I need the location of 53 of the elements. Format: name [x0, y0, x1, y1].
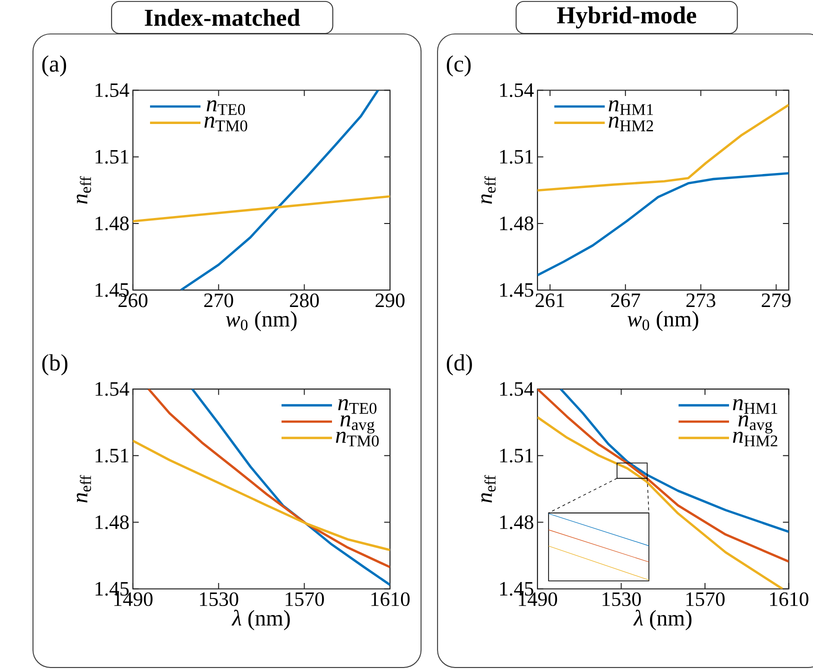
y-tick-label: 1.51: [96, 448, 128, 462]
x-tick-label: 273: [686, 293, 716, 307]
x-tick-label: 270: [204, 293, 234, 308]
legend-label: n$_{HM1}$: [608, 100, 653, 115]
legend-label: n$_{TE0}$: [338, 398, 376, 414]
y-tick-label: 1.54: [500, 83, 534, 97]
y-axis-title: n$_{eff}$: [76, 474, 92, 502]
x-tick-label: 1610: [770, 592, 808, 606]
line-series: [180, 90, 380, 290]
chart-title: (a): [42, 55, 66, 76]
x-tick-label: 1610: [371, 592, 410, 606]
y-axis-title: n$_{eff}$: [76, 176, 92, 204]
x-tick-label: 280: [290, 293, 319, 308]
y-tick-label: 1.54: [500, 382, 534, 396]
line-series: [191, 388, 390, 586]
y-tick-label: 1.48: [500, 216, 534, 230]
y-tick-label: 1.51: [500, 448, 533, 462]
x-tick-label: 1530: [602, 592, 641, 606]
x-tick-label: 267: [611, 293, 640, 307]
x-tick-label: 1570: [286, 592, 324, 606]
legend-label: n$_{HM1}$: [732, 398, 778, 414]
x-axis-title: λ (nm): [633, 610, 692, 630]
y-tick-label: 1.51: [500, 150, 533, 164]
y-axis-title: n$_{eff}$: [481, 474, 496, 502]
x-tick-label: 1530: [200, 592, 238, 606]
y-tick-label: 1.48: [96, 515, 129, 529]
x-axis-title: λ (nm): [232, 610, 290, 630]
y-tick-label: 1.54: [96, 83, 130, 97]
x-tick-label: 279: [762, 293, 791, 307]
x-tick-label: 1570: [686, 592, 725, 606]
line-series: [537, 416, 784, 589]
legend-label: n$_{HM2}$: [608, 116, 654, 131]
x-tick-label: 261: [536, 293, 564, 307]
chart-title: (c): [446, 55, 471, 76]
legend-label: n$_{TE0}$: [206, 100, 245, 115]
text: Index-matched: [144, 8, 300, 26]
x-axis-title: w$_{0}$ (nm): [628, 310, 698, 331]
line-series: [537, 172, 789, 276]
y-tick-label: 1.48: [500, 515, 534, 529]
x-tick-label: 290: [376, 293, 405, 308]
chart-title: (d): [446, 354, 472, 376]
x-axis-title: w$_{0}$ (nm): [226, 310, 297, 332]
y-axis-title: n$_{eff}$: [481, 176, 496, 204]
line-series: [147, 388, 390, 568]
line-series: [537, 388, 789, 563]
y-tick-label: 1.48: [96, 216, 129, 230]
y-tick-label: 1.45: [500, 283, 534, 297]
chart-title: (b): [42, 354, 68, 376]
y-tick-label: 1.51: [96, 150, 128, 164]
text: Hybrid-mode: [557, 6, 696, 28]
legend-label: n$_{TM0}$: [204, 116, 248, 132]
line-series: [560, 388, 789, 533]
y-tick-label: 1.54: [96, 382, 130, 396]
